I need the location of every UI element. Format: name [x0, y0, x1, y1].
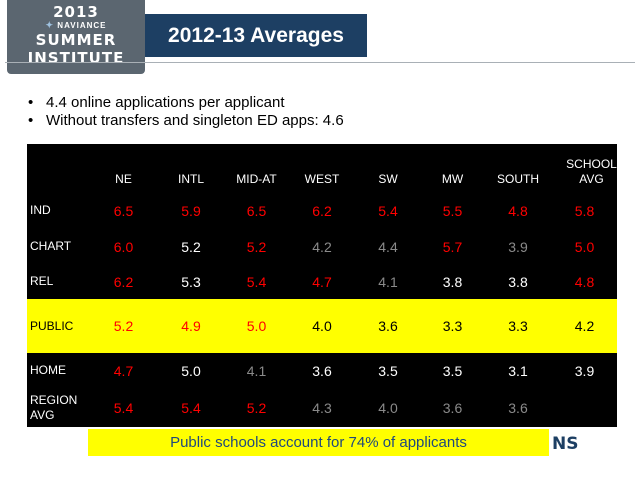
- row-label: CHART: [30, 239, 72, 253]
- table-cell: 5.2: [246, 399, 267, 416]
- bullet-dot: •: [28, 112, 34, 129]
- table-cell: 3.6: [442, 399, 463, 416]
- table-cell: 5.2: [181, 238, 201, 255]
- column-header: SCHOOL AVG: [566, 157, 617, 186]
- table-cell: 4.0: [289, 299, 355, 353]
- table-cell: 3.9: [574, 362, 595, 379]
- table-cell: 4.4: [378, 238, 398, 255]
- bullet-list: • 4.4 online applications per applicant •…: [28, 94, 344, 130]
- table-cell: 6.2: [312, 202, 332, 219]
- bullet-dot: •: [28, 94, 34, 111]
- bullet-item: • 4.4 online applications per applicant: [28, 94, 344, 112]
- header-row: NE INTL MID-AT WEST SW MW SOUTH SCHOOL A…: [27, 144, 617, 192]
- table-cell: 6.5: [113, 202, 134, 219]
- column-header: SW: [378, 172, 398, 186]
- table-cell: 3.8: [442, 273, 463, 290]
- bullet-text: 4.4 online applications per applicant: [46, 94, 285, 111]
- table-cell: 5.7: [442, 238, 463, 255]
- table-cell: 5.4: [378, 202, 398, 219]
- table-row: REGION AVG 5.4 5.4 5.2 4.3 4.0 3.6 3.6: [27, 388, 617, 427]
- table-cell: 3.1: [508, 362, 528, 379]
- table-cell: 5.0: [181, 362, 201, 379]
- table-cell: 5.3: [181, 273, 201, 290]
- table-cell: 4.3: [312, 399, 332, 416]
- table-cell: 5.4: [246, 273, 267, 290]
- slide-title: 2012-13 Averages: [145, 14, 367, 57]
- row-label: REGION AVG: [30, 392, 78, 422]
- table-cell: 4.7: [113, 362, 134, 379]
- table-row: CHART 6.0 5.2 5.2 4.2 4.4 5.7 3.9 5.0: [27, 229, 617, 264]
- logo-brand-text: NAVIANCE: [57, 21, 107, 30]
- table-cell: 3.6: [312, 362, 332, 379]
- sparkle-icon: ✦: [45, 20, 55, 30]
- corner-cell: [27, 144, 89, 192]
- table-cell: 5.2: [246, 238, 267, 255]
- table-cell: 5.4: [181, 399, 201, 416]
- table-cell: 4.9: [158, 299, 224, 353]
- logo-brand: ✦ NAVIANCE: [7, 20, 145, 31]
- averages-table: NE INTL MID-AT WEST SW MW SOUTH SCHOOL A…: [27, 144, 617, 427]
- column-header: WEST: [304, 172, 340, 186]
- column-header: MW: [441, 172, 464, 186]
- table-cell: 4.8: [574, 273, 595, 290]
- table-cell: 3.3: [484, 299, 552, 353]
- table-cell: 6.2: [113, 273, 134, 290]
- table-cell: 4.8: [508, 202, 528, 219]
- logo-line2: INSTITUTE: [27, 49, 125, 67]
- partial-logo: NS: [552, 434, 579, 454]
- table-cell: 4.0: [378, 399, 398, 416]
- table-cell: 3.6: [508, 399, 528, 416]
- column-header: MID-AT: [236, 172, 277, 186]
- table-cell: 5.2: [89, 299, 158, 353]
- column-header: SOUTH: [497, 172, 539, 186]
- table-row: REL 6.2 5.3 5.4 4.7 4.1 3.8 3.8 4.8: [27, 264, 617, 299]
- table-cell: 3.5: [378, 362, 398, 379]
- table-cell: 4.7: [312, 273, 332, 290]
- table-cell: 4.1: [378, 273, 398, 290]
- table-cell: [552, 388, 617, 427]
- row-label: PUBLIC: [27, 299, 89, 353]
- table-cell: 5.5: [442, 202, 463, 219]
- table-row: HOME 4.7 5.0 4.1 3.6 3.5 3.5 3.1 3.9: [27, 353, 617, 388]
- row-label: HOME: [30, 363, 66, 377]
- table-cell: 5.8: [574, 202, 595, 219]
- column-header: INTL: [177, 172, 204, 186]
- row-label: REL: [30, 274, 54, 288]
- logo-line1: SUMMER: [35, 31, 117, 49]
- table-cell: 3.9: [508, 238, 528, 255]
- table-row: IND 6.5 5.9 6.5 6.2 5.4 5.5 4.8 5.8: [27, 192, 617, 229]
- table-cell: 5.4: [113, 399, 134, 416]
- table-cell: 3.3: [421, 299, 484, 353]
- table-cell: 4.2: [552, 299, 617, 353]
- bullet-text: Without transfers and singleton ED apps:…: [46, 112, 344, 129]
- table-cell: 3.5: [442, 362, 463, 379]
- title-divider: [5, 62, 635, 63]
- bullet-item: • Without transfers and singleton ED apps…: [28, 112, 344, 130]
- table-cell: 4.2: [312, 238, 332, 255]
- table-cell: 4.1: [246, 362, 267, 379]
- table-cell: 6.0: [113, 238, 134, 255]
- table-cell: 3.8: [508, 273, 528, 290]
- table-cell: 3.6: [355, 299, 421, 353]
- column-header: NE: [115, 172, 132, 186]
- row-label: IND: [30, 203, 51, 217]
- table-cell: 5.0: [224, 299, 289, 353]
- table-row: PUBLIC 5.2 4.9 5.0 4.0 3.6 3.3 3.3 4.2: [27, 299, 617, 353]
- public-schools-callout: Public schools account for 74% of applic…: [88, 429, 549, 456]
- logo-year: 2013: [53, 3, 99, 21]
- table-cell: 5.0: [574, 238, 595, 255]
- table-cell: 5.9: [181, 202, 201, 219]
- table-cell: 6.5: [246, 202, 267, 219]
